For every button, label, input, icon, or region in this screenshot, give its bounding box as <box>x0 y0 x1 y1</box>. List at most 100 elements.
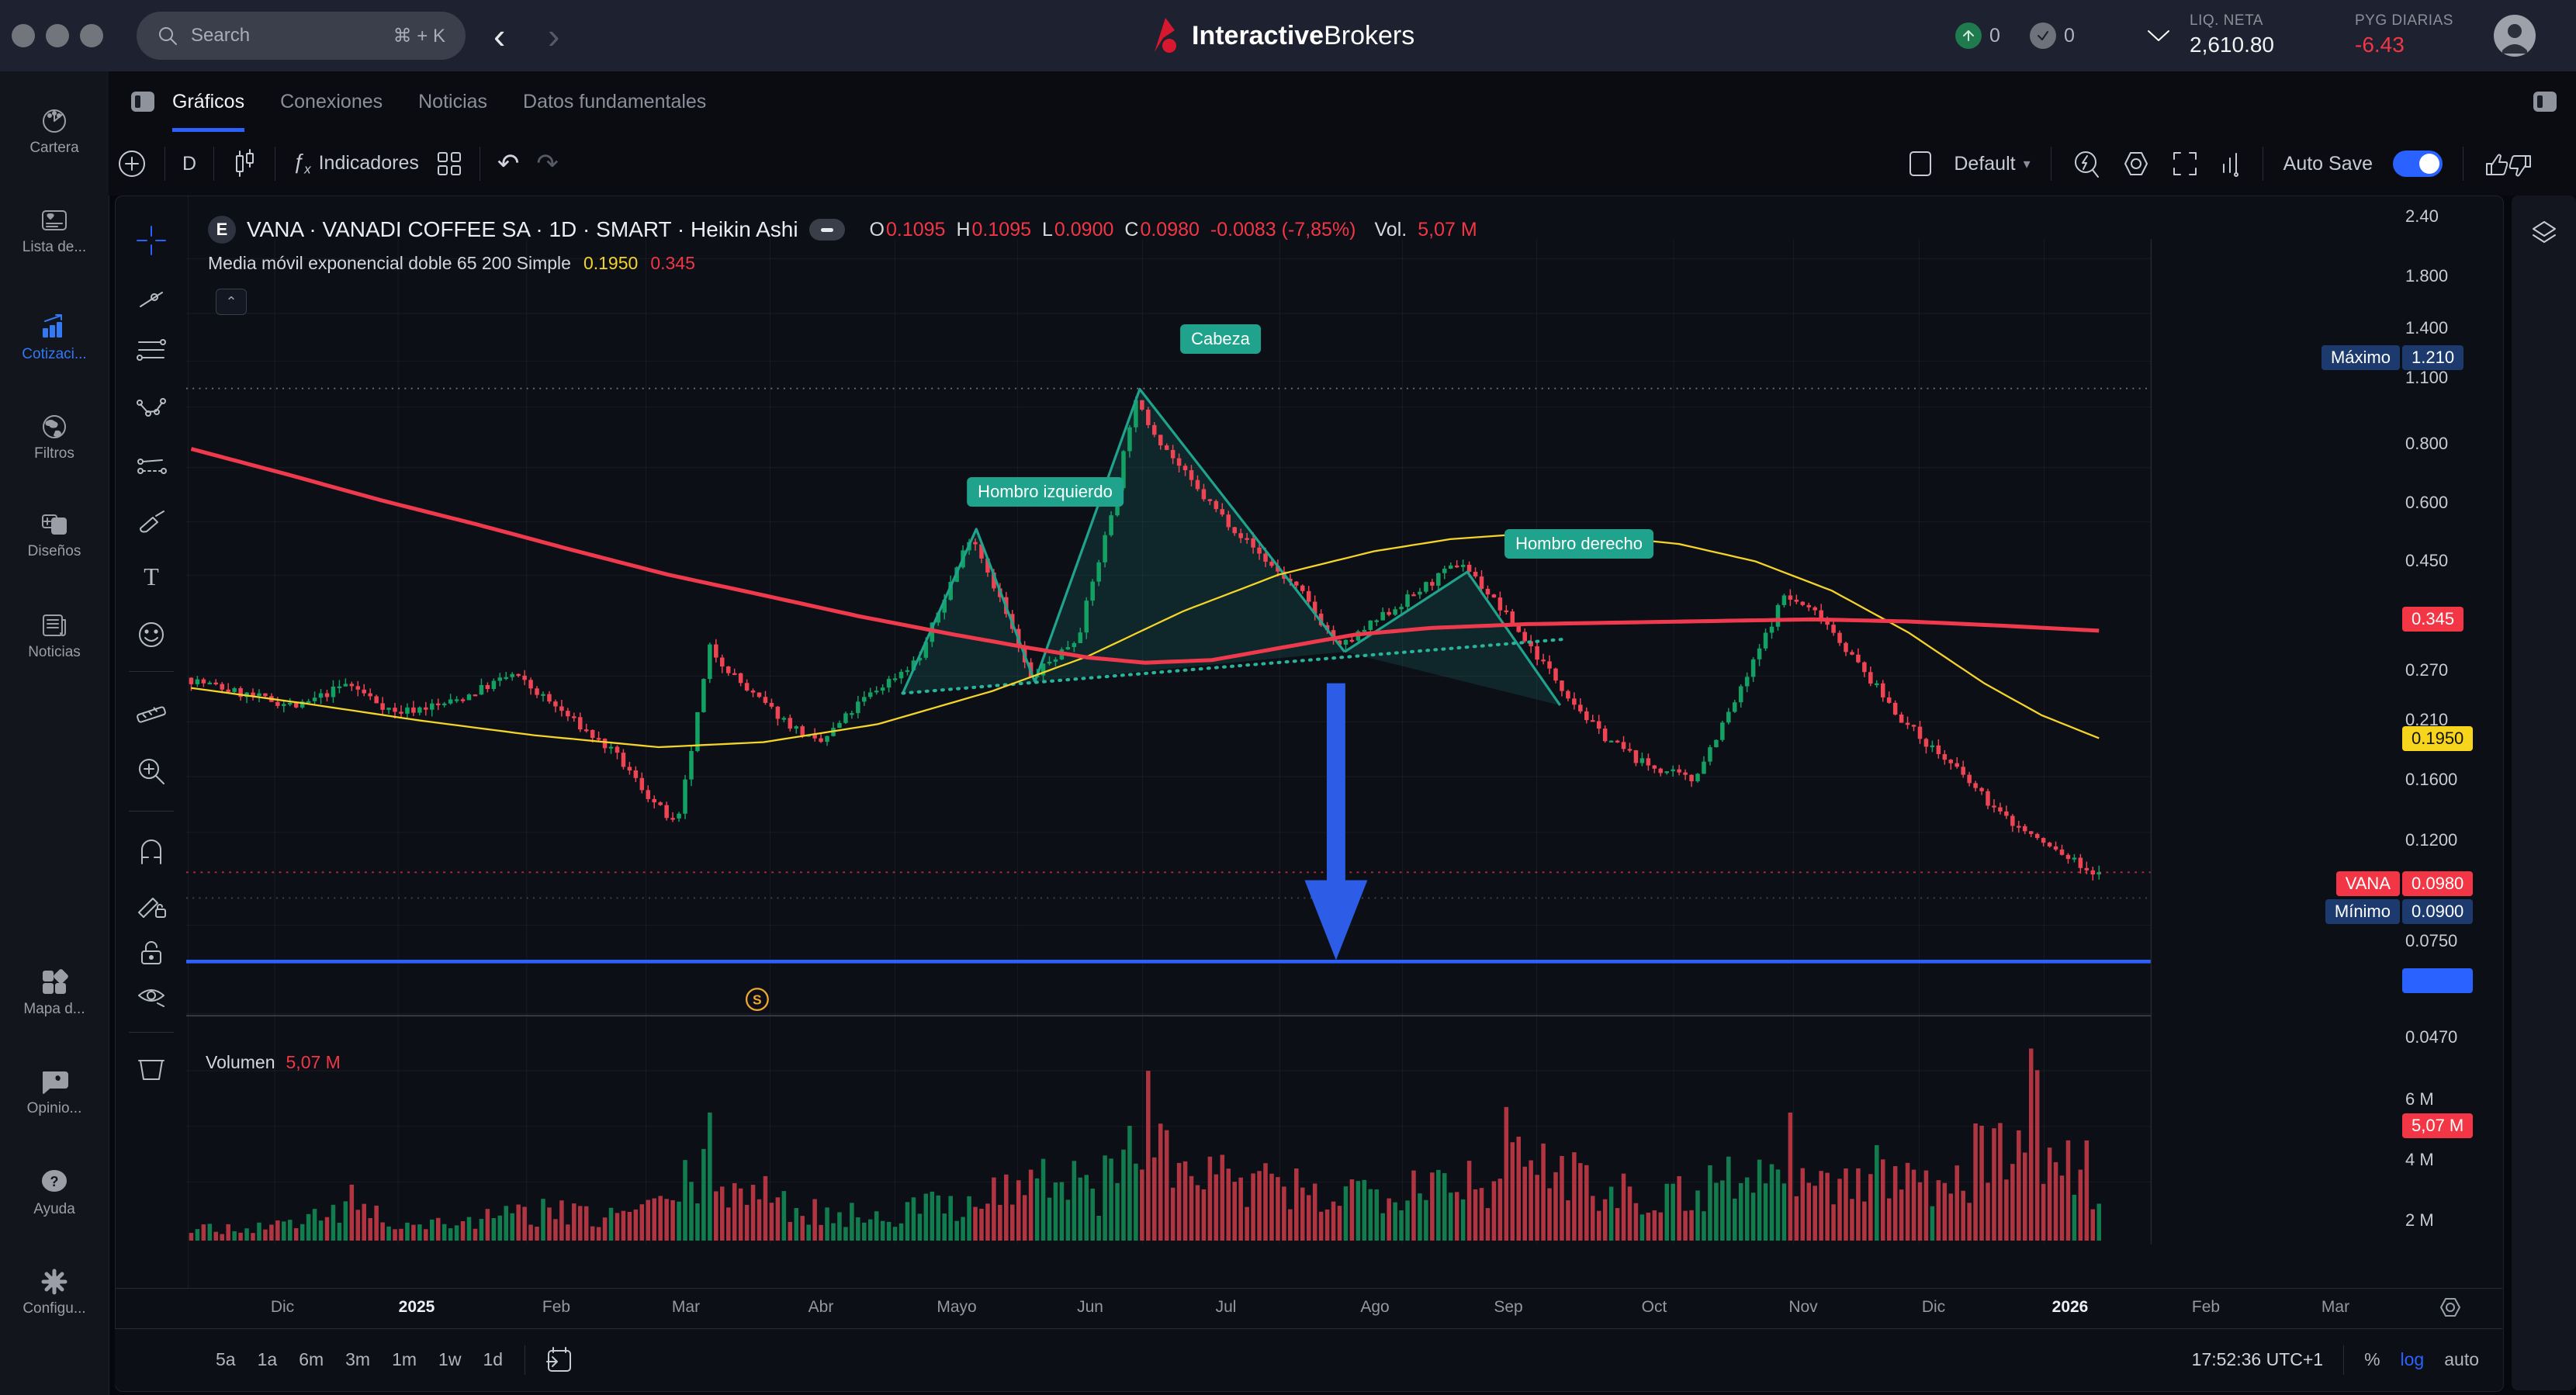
time-label-feb[interactable]: Feb <box>2191 1298 2221 1316</box>
sidebar-item-ayuda[interactable]: ? Ayuda <box>0 1167 109 1218</box>
fib-retracement-tool-icon[interactable] <box>136 334 167 365</box>
chart-settings-icon[interactable] <box>2121 148 2151 179</box>
trend-line-tool-icon[interactable] <box>136 283 167 314</box>
volume-legend[interactable]: Volumen 5,07 M <box>206 1052 341 1073</box>
quick-actions-icon[interactable] <box>2072 148 2101 179</box>
time-label-ago[interactable]: Ago <box>1360 1298 1390 1316</box>
screenshot-button[interactable] <box>1907 149 1934 178</box>
sidebar-item-opinio[interactable]: Opinio... <box>0 1066 109 1117</box>
layout-grid-button[interactable] <box>436 151 462 177</box>
symbol-title[interactable]: VANA · VANADI COFFEE SA · 1D · SMART · H… <box>247 217 798 241</box>
avatar[interactable] <box>2494 15 2536 57</box>
range-button-1w[interactable]: 1w <box>438 1349 462 1369</box>
xabcd-pattern-tool-icon[interactable] <box>136 392 167 423</box>
tab-noticias[interactable]: Noticias <box>418 90 488 112</box>
zoom-in-tool-icon[interactable] <box>136 756 167 787</box>
trading-panel-icon[interactable] <box>2219 149 2242 178</box>
time-label-jun[interactable]: Jun <box>1077 1298 1103 1316</box>
time-label-feb[interactable]: Feb <box>542 1298 571 1316</box>
lock-tool-icon[interactable] <box>136 937 167 968</box>
crosshair-tool-icon[interactable] <box>136 225 167 256</box>
range-button-5a[interactable]: 5a <box>216 1349 236 1369</box>
sidebar-item-filtros[interactable]: Filtros <box>0 411 109 462</box>
indicator-legend[interactable]: Media móvil exponencial doble 65 200 Sim… <box>208 253 695 274</box>
percent-scale-button[interactable]: % <box>2364 1349 2380 1369</box>
symbol-add-button[interactable] <box>116 148 147 179</box>
redo-button[interactable]: ↷ <box>536 149 559 178</box>
tab-datos-fundamentales[interactable]: Datos fundamentales <box>523 90 707 112</box>
range-button-3m[interactable]: 3m <box>345 1349 371 1369</box>
time-label-sep[interactable]: Sep <box>1494 1298 1523 1316</box>
range-button-1d[interactable]: 1d <box>483 1349 504 1369</box>
sidebar-item-cotizaci[interactable]: Cotizaci... <box>0 312 109 363</box>
tab-conexiones[interactable]: Conexiones <box>280 90 383 112</box>
text-tool-icon[interactable]: T <box>136 562 167 593</box>
time-label-dic[interactable]: Dic <box>1921 1298 1946 1316</box>
time-axis-settings-icon[interactable] <box>2439 1295 2462 1320</box>
hide-drawings-tool-icon[interactable] <box>136 980 167 1011</box>
legend-more-pill[interactable] <box>808 219 845 241</box>
remove-drawings-tool-icon[interactable] <box>136 1053 167 1084</box>
auto-save-toggle[interactable] <box>2393 151 2443 177</box>
indicator-slow-value: 0.345 <box>650 253 695 273</box>
sidebar-item-noticias[interactable]: Noticias <box>0 610 109 661</box>
time-label-jul[interactable]: Jul <box>1215 1298 1237 1316</box>
pattern-label-hombro-izquierdo[interactable]: Hombro izquierdo <box>967 477 1124 507</box>
time-axis[interactable]: Dic 2025 Feb Mar Abr Mayo Jun Jul Ago Sep Oct Nov Di… <box>115 1288 2502 1329</box>
chart-style-button[interactable] <box>231 148 258 179</box>
panel-left-toggle-icon[interactable] <box>131 92 154 112</box>
interval-button[interactable]: D <box>182 152 197 175</box>
template-select[interactable]: Default ▾ <box>1954 153 2030 175</box>
tab-gr-ficos[interactable]: Gráficos <box>172 71 245 132</box>
sidebar-item-configu[interactable]: Configu... <box>0 1266 109 1317</box>
undo-button[interactable]: ↶ <box>497 149 520 178</box>
chevron-up-icon: ⌃ <box>225 293 237 310</box>
layers-icon[interactable] <box>2529 217 2560 248</box>
range-button-1m[interactable]: 1m <box>392 1349 417 1369</box>
sidebar-item-listade[interactable]: Lista de... <box>0 205 109 256</box>
sidebar-item-mapad[interactable]: Mapa d... <box>0 967 109 1018</box>
time-label-dic[interactable]: Dic <box>270 1298 295 1316</box>
clock[interactable]: 17:52:36 UTC+1 <box>2191 1349 2324 1369</box>
go-to-date-icon[interactable] <box>544 1346 573 1374</box>
price-axis[interactable]: 2.40 1.800 1.400 1.100 0.800 0.600 0.450 0.270 0… <box>2321 196 2502 1288</box>
drawing-mode-tool-icon[interactable] <box>136 889 167 920</box>
indicators-button[interactable]: ƒx Indicadores <box>293 150 419 177</box>
collapse-indicators-button[interactable]: ⌃ <box>216 289 247 315</box>
search-input[interactable]: Search ⌘ + K <box>137 12 466 60</box>
window-dot-3[interactable] <box>80 24 103 47</box>
log-scale-button[interactable]: log <box>2400 1349 2425 1369</box>
chevron-down-icon[interactable] <box>2145 28 2172 43</box>
time-label-oct[interactable]: Oct <box>1641 1298 1667 1316</box>
forecast-tool-icon[interactable] <box>136 451 167 482</box>
auto-scale-button[interactable]: auto <box>2444 1349 2479 1369</box>
pattern-label-cabeza[interactable]: Cabeza <box>1180 324 1261 354</box>
price-chart-canvas[interactable]: S <box>186 196 2324 1288</box>
time-label-mar[interactable]: Mar <box>671 1298 701 1316</box>
orders-count-badge[interactable]: 0 <box>1955 22 2000 49</box>
ruler-tool-icon[interactable] <box>136 698 167 729</box>
volume-badge: 5,07 M <box>2402 1113 2474 1138</box>
time-label-abr[interactable]: Abr <box>808 1298 834 1316</box>
sidebar-item-cartera[interactable]: Cartera <box>0 106 109 157</box>
pattern-label-hombro-derecho[interactable]: Hombro derecho <box>1504 529 1653 559</box>
time-label-2025[interactable]: 2025 <box>398 1298 435 1316</box>
sidebar-item-diseos[interactable]: Diseños <box>0 509 109 560</box>
nav-back-button[interactable]: ‹ <box>493 16 506 56</box>
window-dot-2[interactable] <box>46 24 69 47</box>
fullscreen-icon[interactable] <box>2171 150 2199 178</box>
panel-right-toggle-icon[interactable] <box>2533 92 2557 112</box>
emoji-tool-icon[interactable] <box>136 619 167 650</box>
time-label-mar[interactable]: Mar <box>2321 1298 2350 1316</box>
feedback-thumbs-icon[interactable] <box>2484 148 2533 179</box>
time-label-2026[interactable]: 2026 <box>2051 1298 2089 1316</box>
magnet-tool-icon[interactable] <box>136 837 167 868</box>
brush-tool-icon[interactable] <box>136 505 167 536</box>
filled-count-badge[interactable]: 0 <box>2030 22 2075 49</box>
range-button-1a[interactable]: 1a <box>257 1349 278 1369</box>
window-dot-1[interactable] <box>12 24 35 47</box>
nav-forward-button[interactable]: › <box>548 16 560 56</box>
time-label-mayo[interactable]: Mayo <box>937 1298 977 1316</box>
range-button-6m[interactable]: 6m <box>299 1349 324 1369</box>
time-label-nov[interactable]: Nov <box>1788 1298 1818 1316</box>
